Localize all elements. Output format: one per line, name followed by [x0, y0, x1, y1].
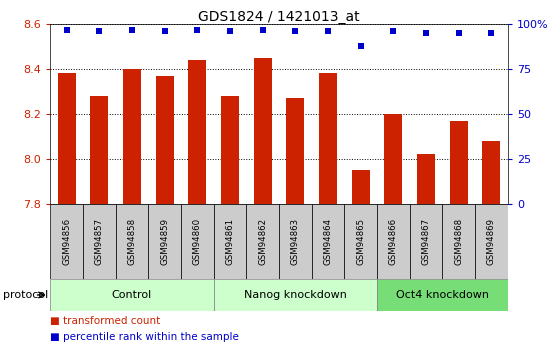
Point [127, 27, 136, 32]
Text: GSM94866: GSM94866 [389, 218, 398, 265]
Bar [221, 96, 239, 204]
Bar [123, 69, 141, 204]
Bar [50, 204, 83, 279]
Bar [483, 141, 501, 204]
Text: GSM94859: GSM94859 [160, 218, 169, 265]
Bar [254, 58, 272, 204]
Point [487, 30, 496, 36]
Text: GSM94869: GSM94869 [487, 218, 496, 265]
Point [422, 30, 431, 36]
Point [258, 27, 267, 32]
Text: protocol: protocol [3, 290, 48, 300]
Bar [377, 279, 508, 311]
Bar [148, 204, 181, 279]
Text: Oct4 knockdown: Oct4 knockdown [396, 290, 489, 300]
Text: GSM94862: GSM94862 [258, 218, 267, 265]
Point [356, 43, 365, 48]
Text: GSM94864: GSM94864 [324, 218, 333, 265]
Bar [475, 204, 508, 279]
Bar [286, 98, 304, 204]
Point [225, 29, 234, 34]
Bar [417, 154, 435, 204]
Bar [450, 120, 468, 204]
Bar [50, 279, 214, 311]
Point [62, 27, 71, 32]
Bar [57, 73, 75, 204]
Text: ■ transformed count: ■ transformed count [50, 316, 161, 326]
Bar [214, 279, 377, 311]
Bar [312, 204, 344, 279]
Text: GSM94867: GSM94867 [422, 218, 431, 265]
Text: GSM94865: GSM94865 [356, 218, 365, 265]
Point [389, 29, 398, 34]
Point [193, 27, 202, 32]
Bar [83, 204, 116, 279]
Point [454, 30, 463, 36]
Text: GSM94868: GSM94868 [454, 218, 463, 265]
Text: GSM94857: GSM94857 [95, 218, 104, 265]
Bar [246, 204, 279, 279]
Bar [352, 170, 370, 204]
Bar [319, 73, 337, 204]
Bar [410, 204, 442, 279]
Bar [279, 204, 312, 279]
Text: GSM94856: GSM94856 [62, 218, 71, 265]
Bar [156, 76, 174, 204]
Text: GSM94860: GSM94860 [193, 218, 202, 265]
Text: GSM94858: GSM94858 [127, 218, 136, 265]
Text: GSM94861: GSM94861 [225, 218, 234, 265]
Point [324, 29, 333, 34]
Bar [377, 204, 410, 279]
Text: Control: Control [112, 290, 152, 300]
Text: Nanog knockdown: Nanog knockdown [244, 290, 347, 300]
Bar [181, 204, 214, 279]
Text: ■ percentile rank within the sample: ■ percentile rank within the sample [50, 332, 239, 342]
Text: GDS1824 / 1421013_at: GDS1824 / 1421013_at [198, 10, 360, 24]
Point [291, 29, 300, 34]
Point [95, 29, 104, 34]
Text: GSM94863: GSM94863 [291, 218, 300, 265]
Bar [384, 114, 402, 204]
Bar [116, 204, 148, 279]
Bar [344, 204, 377, 279]
Point [160, 29, 169, 34]
Bar [214, 204, 246, 279]
Bar [442, 204, 475, 279]
Bar [188, 60, 206, 204]
Bar [90, 96, 108, 204]
